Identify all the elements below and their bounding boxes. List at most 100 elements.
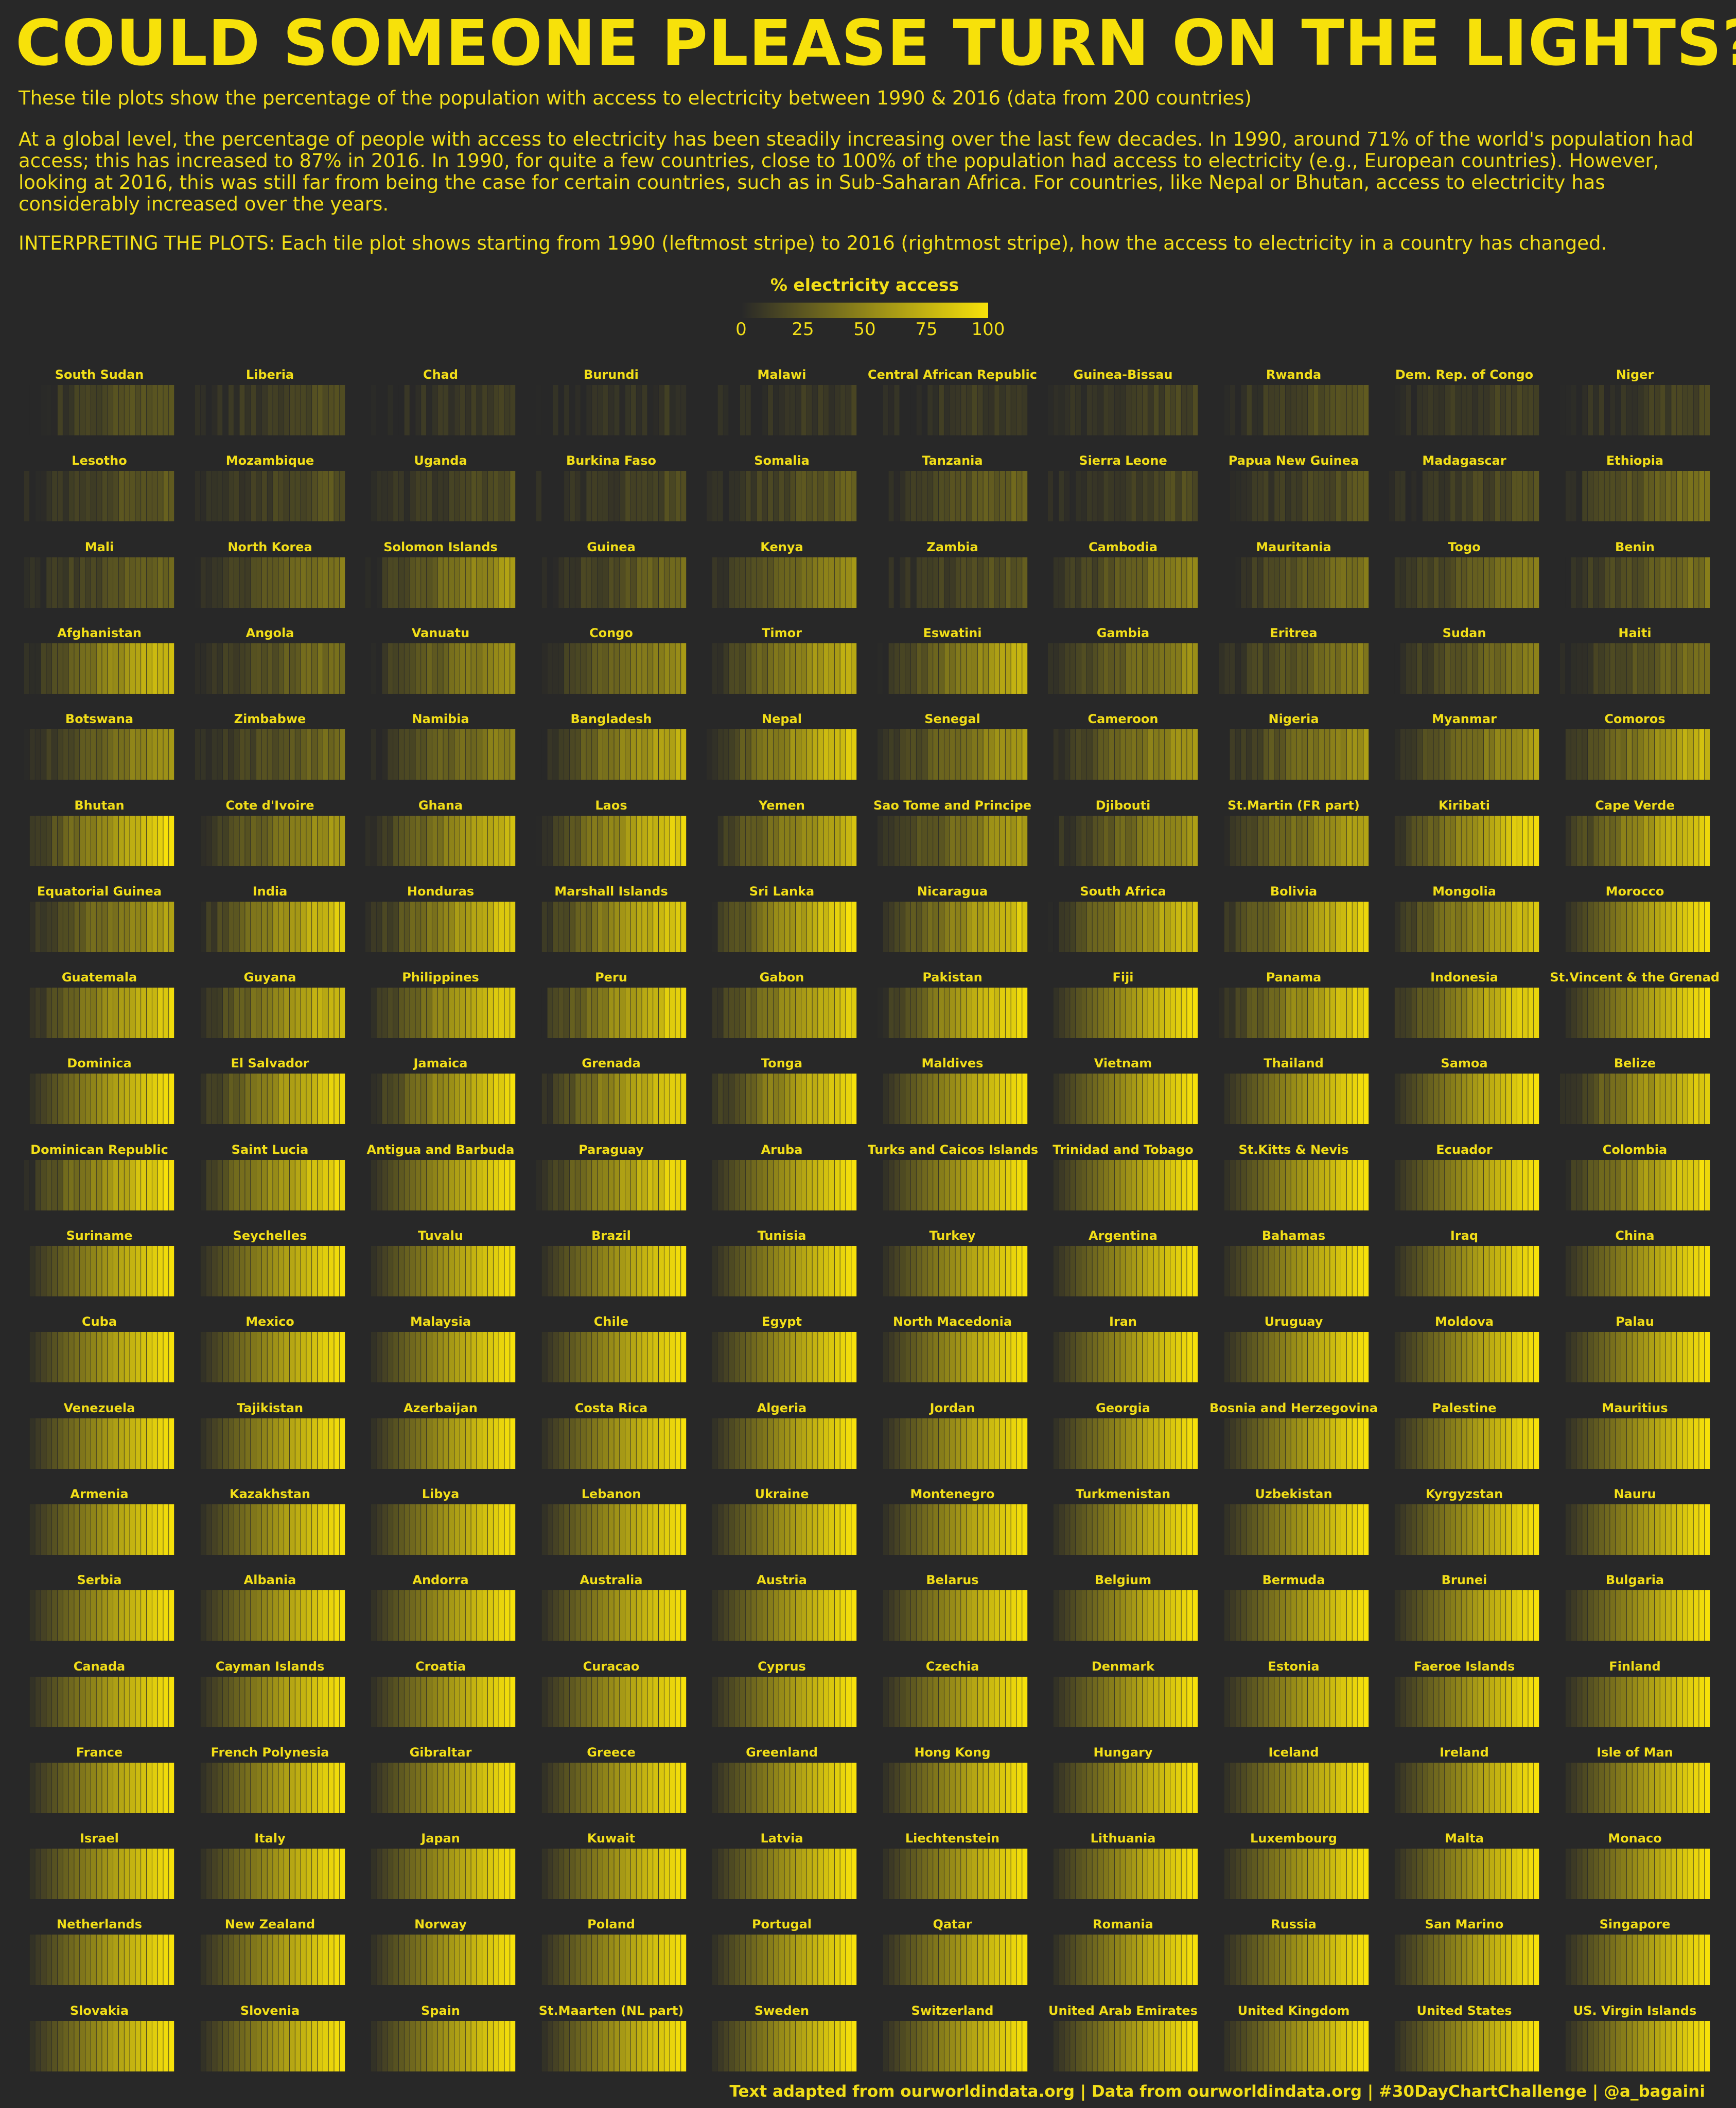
year-stripe <box>1022 815 1027 866</box>
year-stripe <box>1224 471 1230 522</box>
year-stripe <box>1682 1590 1688 1641</box>
year-stripe <box>152 557 157 608</box>
year-stripe <box>24 1849 30 1900</box>
year-stripe <box>169 1074 174 1125</box>
year-stripe <box>944 1676 950 1727</box>
year-stripe <box>552 1074 558 1125</box>
year-stripe <box>751 557 757 608</box>
year-stripe <box>1637 1074 1643 1125</box>
legend-tick-label: 100 <box>971 319 1005 340</box>
year-stripe <box>443 1074 449 1125</box>
year-stripe <box>779 1160 784 1210</box>
year-stripe <box>680 1332 686 1383</box>
year-stripe <box>1092 471 1098 522</box>
year-stripe <box>603 901 608 952</box>
year-stripe <box>983 901 988 952</box>
year-stripe <box>762 1418 768 1469</box>
year-stripe <box>1263 385 1269 435</box>
year-stripe <box>933 1418 938 1469</box>
year-stripe <box>1246 1590 1252 1641</box>
country-label: Benin <box>1615 539 1655 554</box>
year-stripe <box>146 1160 152 1210</box>
country-tile-plot <box>1218 1504 1369 1555</box>
year-stripe <box>113 1418 119 1469</box>
year-stripe <box>471 471 477 522</box>
year-stripe <box>1698 901 1704 952</box>
year-stripe <box>1559 1246 1565 1296</box>
year-stripe <box>1176 1418 1181 1469</box>
year-stripe <box>211 385 217 435</box>
year-stripe <box>1263 1246 1269 1296</box>
year-stripe <box>1461 729 1467 780</box>
year-stripe <box>745 1676 751 1727</box>
year-stripe <box>206 729 212 780</box>
year-stripe <box>927 1590 933 1641</box>
year-stripe <box>767 1332 773 1383</box>
year-stripe <box>1053 643 1059 694</box>
year-stripe <box>1439 1418 1445 1469</box>
year-stripe <box>955 1160 960 1210</box>
year-stripe <box>404 1504 410 1555</box>
year-stripe <box>195 643 200 694</box>
year-stripe <box>630 901 636 952</box>
year-stripe <box>1224 557 1230 608</box>
year-stripe <box>1131 1160 1137 1210</box>
year-stripe <box>1120 1418 1126 1469</box>
year-stripe <box>1120 1676 1126 1727</box>
year-stripe <box>922 471 927 522</box>
year-stripe <box>999 1762 1005 1813</box>
year-stripe <box>893 643 899 694</box>
year-stripe <box>767 1246 773 1296</box>
year-stripe <box>1165 1332 1170 1383</box>
year-stripe <box>1472 557 1478 608</box>
year-stripe <box>118 729 124 780</box>
year-stripe <box>1615 385 1621 435</box>
year-stripe <box>1626 1676 1632 1727</box>
year-stripe <box>779 471 784 522</box>
year-stripe <box>135 988 141 1039</box>
year-stripe <box>1059 729 1064 780</box>
year-stripe <box>1137 1504 1143 1555</box>
year-stripe <box>1522 1246 1528 1296</box>
year-stripe <box>1335 1676 1341 1727</box>
year-stripe <box>250 1849 256 1900</box>
year-stripe <box>1335 1160 1341 1210</box>
year-stripe <box>1016 901 1022 952</box>
year-stripe <box>1693 385 1699 435</box>
year-stripe <box>118 1074 124 1125</box>
year-stripe <box>1187 1246 1193 1296</box>
year-stripe <box>1274 557 1279 608</box>
year-stripe <box>899 1074 905 1125</box>
year-stripe <box>1114 471 1120 522</box>
year-stripe <box>244 1849 250 1900</box>
year-stripe <box>300 1590 306 1641</box>
year-stripe <box>625 1418 630 1469</box>
year-stripe <box>1576 385 1582 435</box>
year-stripe <box>135 901 141 952</box>
year-stripe <box>1522 1160 1528 1210</box>
year-stripe <box>1417 1246 1423 1296</box>
year-stripe <box>295 1504 301 1555</box>
year-stripe <box>1170 471 1176 522</box>
year-stripe <box>1599 901 1604 952</box>
year-stripe <box>893 1504 899 1555</box>
year-stripe <box>24 815 30 866</box>
year-stripe <box>1142 1160 1148 1210</box>
year-stripe <box>376 1762 382 1813</box>
year-stripe <box>250 385 256 435</box>
year-stripe <box>206 1074 212 1125</box>
year-stripe <box>1665 643 1671 694</box>
year-stripe <box>41 1676 46 1727</box>
year-stripe <box>68 815 74 866</box>
year-stripe <box>443 471 449 522</box>
year-stripe <box>927 1762 933 1813</box>
year-stripe <box>1224 1590 1230 1641</box>
year-stripe <box>432 729 437 780</box>
year-stripe <box>256 1160 261 1210</box>
year-stripe <box>24 1418 30 1469</box>
year-stripe <box>141 1332 147 1383</box>
year-stripe <box>569 1676 575 1727</box>
year-stripe <box>834 385 840 435</box>
country-label: Kazakhstan <box>229 1486 311 1501</box>
year-stripe <box>840 1676 846 1727</box>
